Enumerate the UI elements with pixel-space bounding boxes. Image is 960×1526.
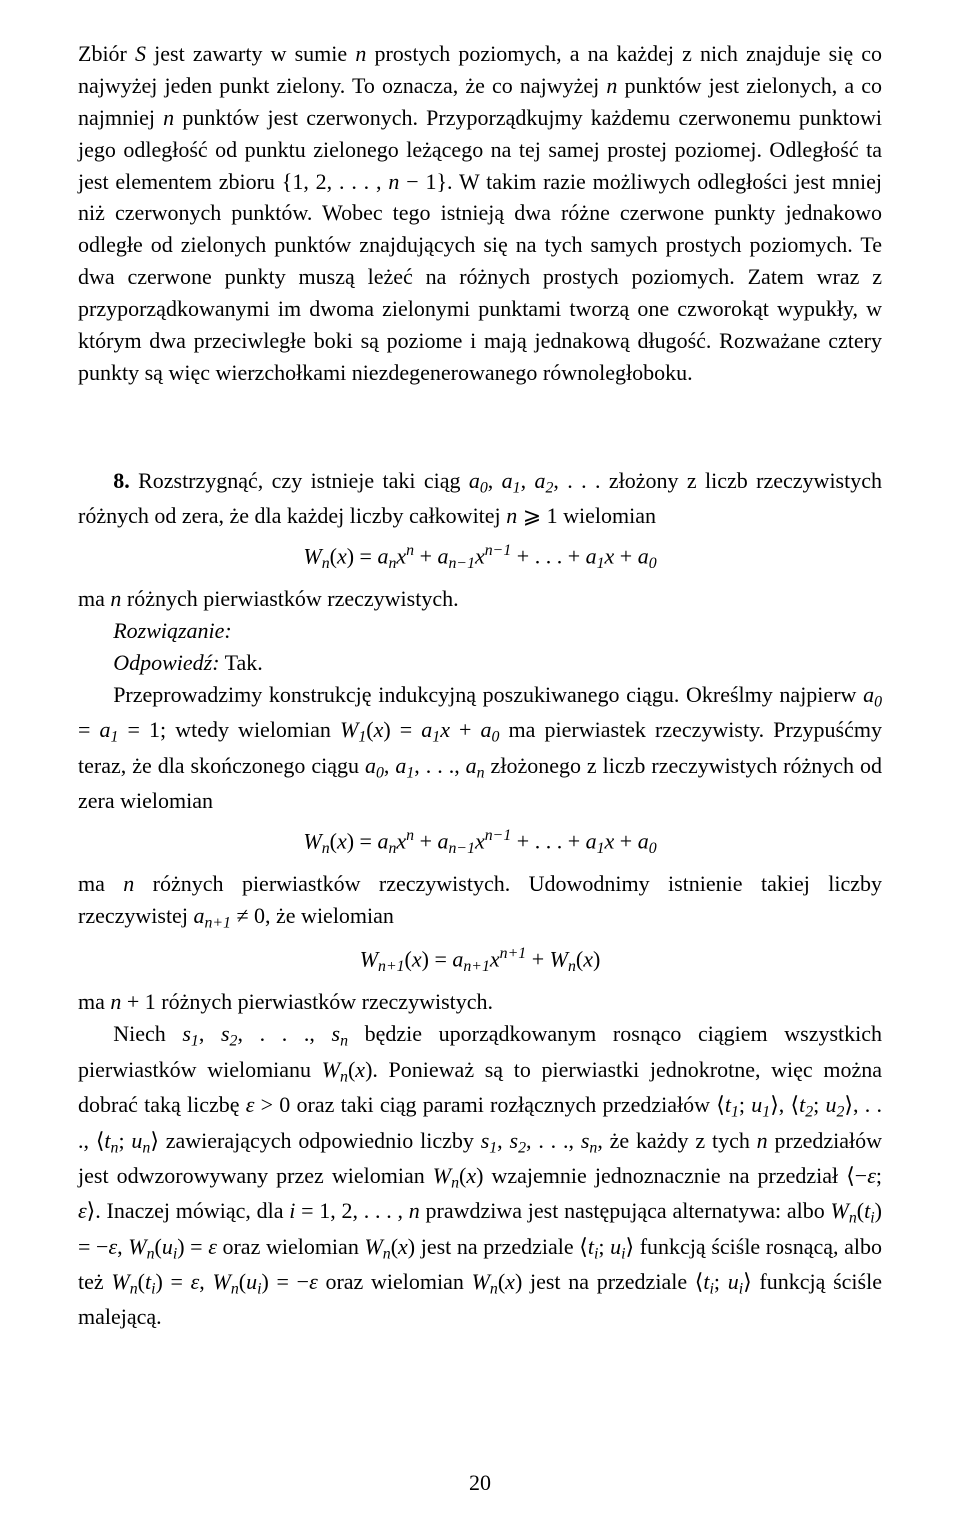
- page: Zbiór S jest zawarty w sumie n prostych …: [0, 0, 960, 1526]
- formula-2: Wn(x) = anxn + an−1xn−1 + . . . + a1x + …: [78, 827, 882, 858]
- page-number: 20: [0, 1470, 960, 1496]
- problem-8-statement: 8. Rozstrzygnąć, czy istnieje taki ciąg …: [78, 465, 882, 532]
- spacer: [78, 389, 882, 427]
- paragraph-2: ma n różnych pierwiastków rzeczywistych.: [78, 583, 882, 615]
- spacer: [78, 427, 882, 465]
- paragraph-7: ma n + 1 różnych pierwiastków rzeczywist…: [78, 986, 882, 1018]
- rozwiazanie-label: Rozwiązanie:: [78, 615, 882, 647]
- paragraph-5: Przeprowadzimy konstrukcję indukcyjną po…: [78, 679, 882, 817]
- formula-3: Wn+1(x) = an+1xn+1 + Wn(x): [78, 945, 882, 976]
- odpowiedz-line: Odpowiedź: Tak.: [78, 647, 882, 679]
- odpowiedz-label: Odpowiedź:: [113, 650, 219, 675]
- formula-1: Wn(x) = anxn + an−1xn−1 + . . . + a1x + …: [78, 542, 882, 573]
- paragraph-6: ma n różnych pierwiastków rzeczywistych.…: [78, 868, 882, 935]
- problem-number: 8.: [113, 468, 130, 493]
- odpowiedz-value: Tak.: [220, 650, 263, 675]
- paragraph-8: Niech s1, s2, . . ., sn będzie uporządko…: [78, 1018, 882, 1333]
- paragraph-1: Zbiór S jest zawarty w sumie n prostych …: [78, 38, 882, 389]
